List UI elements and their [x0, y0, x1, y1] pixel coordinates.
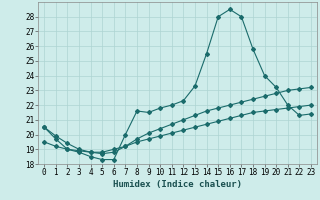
X-axis label: Humidex (Indice chaleur): Humidex (Indice chaleur)	[113, 180, 242, 189]
